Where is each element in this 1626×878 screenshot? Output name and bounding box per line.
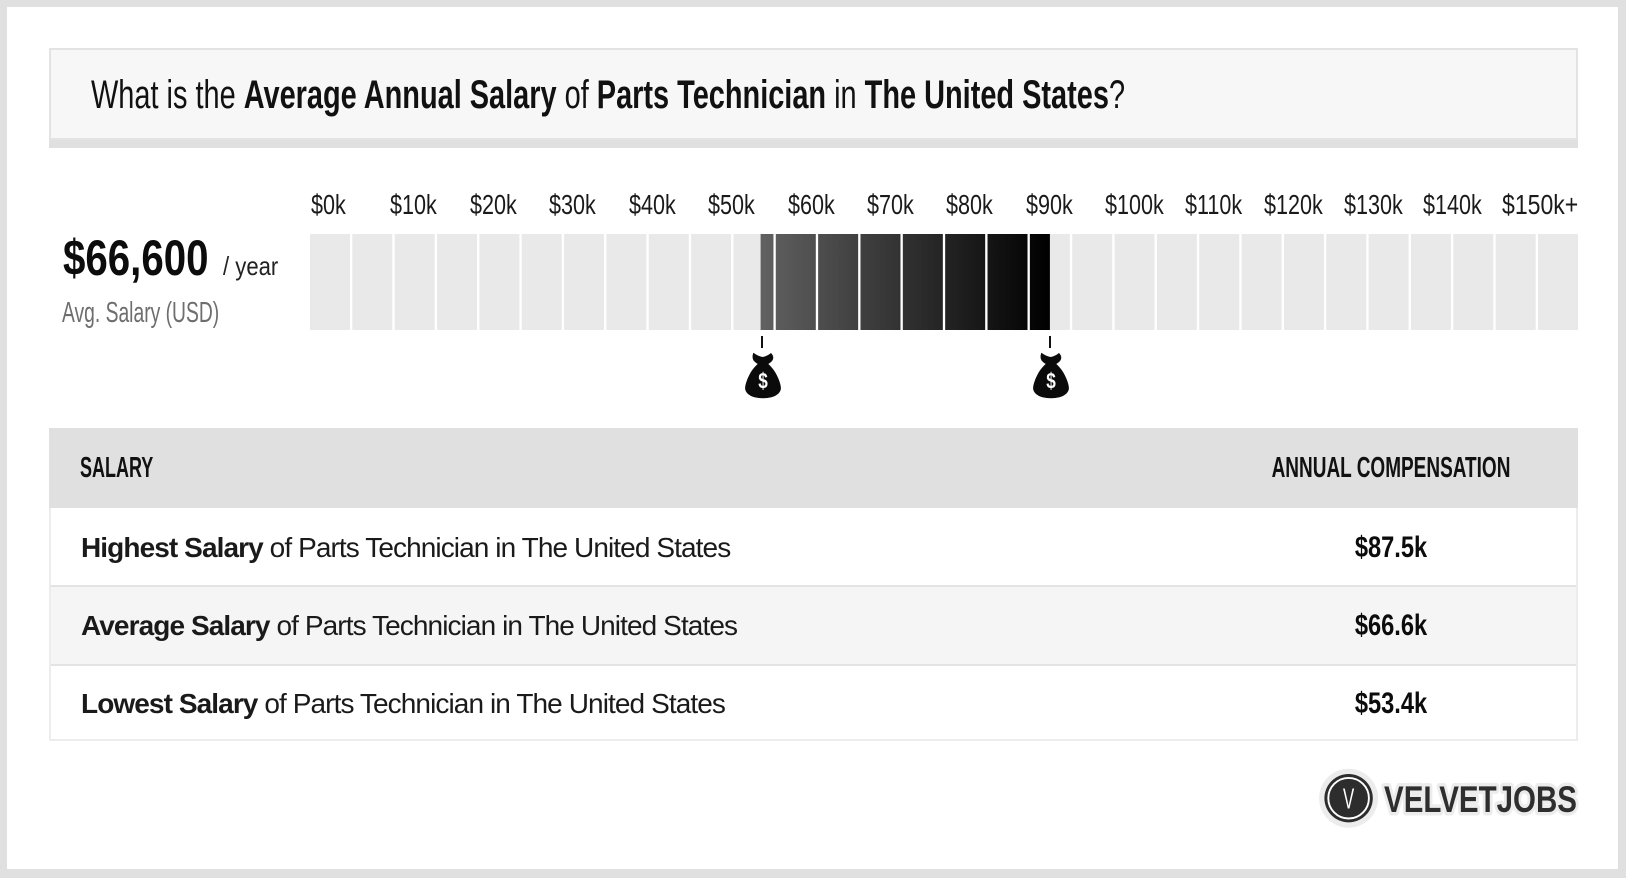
svg-text:$: $	[758, 370, 768, 395]
svg-text:$: $	[1046, 370, 1056, 395]
svg-text:VELVETJOBS: VELVETJOBS	[1384, 780, 1577, 821]
svg-text:V: V	[1343, 784, 1354, 816]
